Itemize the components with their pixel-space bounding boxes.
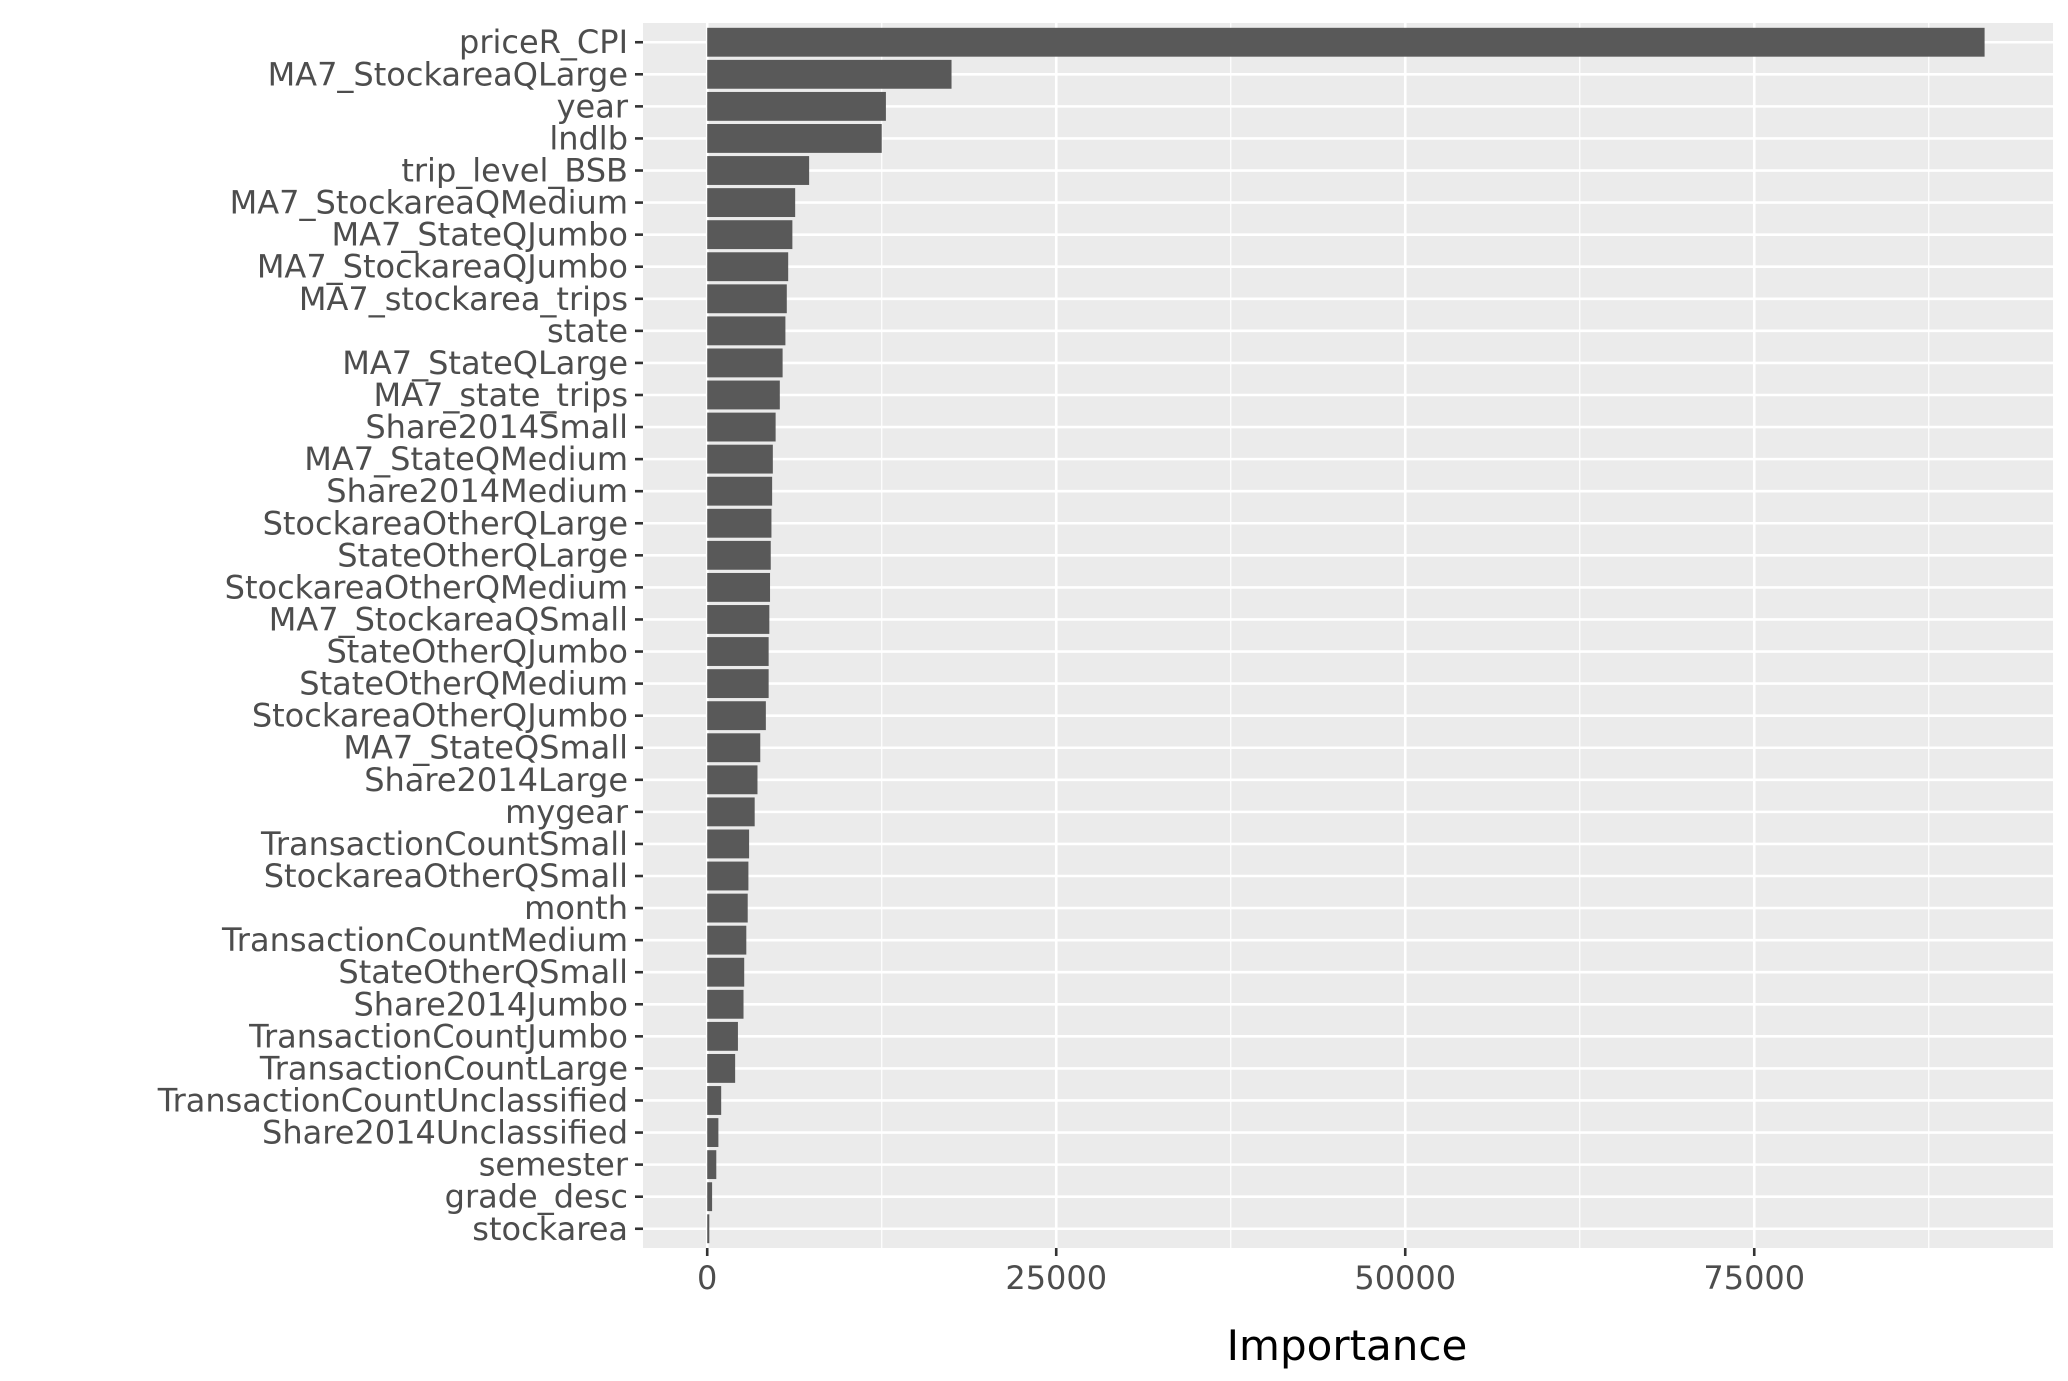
category-label: StateOtherQLarge [337,536,628,574]
plot-panel [643,23,2053,1248]
category-label: priceR_CPI [459,23,628,61]
category-label: Share2014Jumbo [353,985,628,1023]
bar [707,27,1985,57]
bar [707,284,787,314]
bar [707,220,793,250]
category-label: TransactionCountLarge [259,1049,628,1087]
minor-gridlines [881,23,1930,1248]
category-label: TransactionCountSmall [260,825,628,863]
bar [707,1214,710,1244]
x-axis-title: Importance [1227,1321,1468,1370]
category-label: StateOtherQMedium [299,665,628,703]
category-label: StockareaOtherQSmall [264,857,628,895]
category-label: Share2014Unclassified [262,1114,628,1152]
bar [707,508,772,538]
bar [707,1150,717,1180]
category-label: stockarea [472,1210,628,1248]
category-label: TransactionCountMedium [221,921,628,959]
category-label: MA7_StockareaQJumbo [257,248,628,286]
bar [707,733,761,763]
bar [707,797,755,827]
category-label: Share2014Large [364,761,628,799]
category-label: trip_level_BSB [401,152,628,190]
bar [707,765,758,795]
bar [707,1053,736,1083]
category-label: StateOtherQSmall [338,953,628,991]
category-label: grade_desc [445,1178,628,1216]
bar [707,957,745,987]
bars [707,27,1985,1244]
bar [707,1086,722,1115]
category-label: mygear [505,793,629,831]
bar [707,91,886,121]
category-label: MA7_StockareaQMedium [230,184,628,222]
category-label: month [524,889,628,927]
bar [707,861,749,891]
bar [707,188,796,218]
category-label: state [547,312,628,350]
x-tick-label: 0 [697,1259,717,1297]
bar [707,1118,719,1147]
bar [707,380,780,410]
bar [707,540,771,570]
category-label: StockareaOtherQMedium [225,568,628,606]
bar [707,252,789,282]
bar [707,59,952,89]
category-label: lndlb [549,119,628,157]
bar [707,1021,738,1051]
category-label: MA7_StateQSmall [343,729,628,767]
category-label: StockareaOtherQJumbo [252,697,628,735]
category-label: MA7_state_trips [374,376,629,414]
category-label: MA7_StateQMedium [304,440,628,478]
category-label: MA7_StockareaQLarge [268,55,628,93]
category-label: MA7_stockarea_trips [299,280,628,318]
bar [707,156,810,185]
category-axis: priceR_CPIMA7_StockareaQLargeyearlndlbtr… [157,23,643,1248]
category-label: MA7_StateQJumbo [331,216,628,254]
category-label: Share2014Medium [326,472,628,510]
category-label: MA7_StateQLarge [342,344,628,382]
bar [707,893,748,923]
bar [707,605,770,634]
category-label: semester [479,1146,629,1184]
bar [707,669,769,699]
bar [707,701,766,731]
bar [707,412,776,442]
x-tick-label: 25000 [1005,1259,1107,1297]
category-label: Share2014Small [365,408,628,446]
category-label: year [557,87,629,125]
bar [707,476,773,506]
bar [707,124,882,153]
bar [707,572,771,602]
category-label: MA7_StockareaQSmall [269,600,628,638]
category-label: TransactionCountUnclassified [157,1081,628,1119]
bar [707,1182,713,1212]
bar [707,989,744,1019]
category-label: TransactionCountJumbo [248,1017,628,1055]
bar [707,316,786,346]
bar [707,348,783,378]
bar [707,637,769,666]
bar [707,829,750,859]
value-axis: 0 25000 50000 75000 [697,1248,1805,1297]
x-tick-label: 50000 [1354,1259,1456,1297]
x-tick-label: 75000 [1703,1259,1805,1297]
bar [707,444,773,474]
category-label: StateOtherQJumbo [326,633,628,671]
bar [707,925,747,955]
category-label: StockareaOtherQLarge [263,504,628,542]
